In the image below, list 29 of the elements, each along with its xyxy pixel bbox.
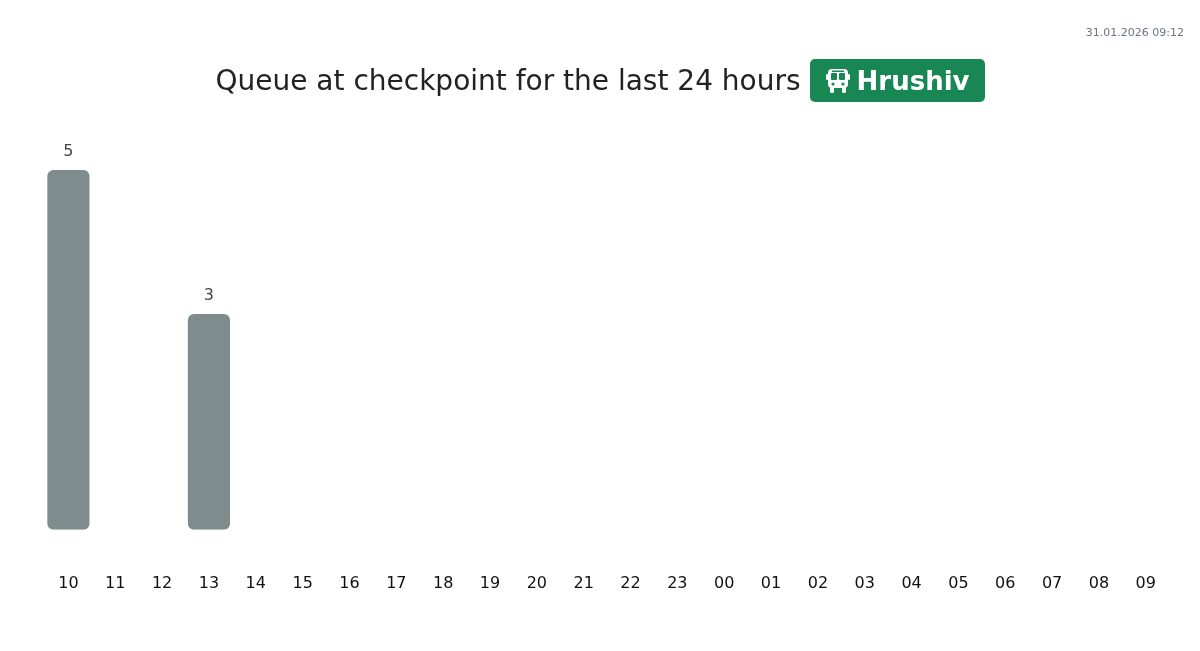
x-tick-label: 10 — [58, 572, 79, 592]
x-tick-label: 00 — [714, 572, 735, 592]
text: 31.01.2026 09:12 — [1085, 26, 1184, 39]
x-tick-label: 16 — [339, 572, 360, 592]
x-tick-label: 19 — [479, 572, 501, 592]
data-label: 5 — [63, 141, 74, 161]
chart-subtitle: Hrushiv — [856, 65, 970, 96]
x-tick-label: 08 — [1088, 572, 1110, 592]
x-tick-label: 11 — [105, 572, 126, 592]
x-tick-label: 13 — [198, 572, 220, 592]
x-tick-label: 23 — [667, 572, 688, 592]
x-tick-label: 06 — [995, 572, 1016, 592]
x-tick-label: 07 — [1041, 572, 1063, 592]
x-tick-label: 04 — [901, 572, 922, 592]
x-tick-label: 18 — [432, 572, 454, 592]
data-label: 3 — [203, 285, 215, 305]
x-tick-label: 09 — [1135, 572, 1156, 592]
x-tick-label: 12 — [151, 572, 173, 592]
x-tick-label: 05 — [948, 572, 969, 592]
x-tick-label: 15 — [292, 572, 313, 592]
x-tick-label: 01 — [760, 572, 782, 592]
x-tick-label: 14 — [245, 572, 266, 592]
x-tick-label: 22 — [620, 572, 641, 592]
chart-title: Queue at checkpoint for the last 24 hours — [215, 64, 801, 97]
x-tick-label: 21 — [573, 572, 594, 592]
x-tick-label: 17 — [386, 572, 407, 592]
x-tick-label: 02 — [807, 572, 829, 592]
x-tick-label: 03 — [854, 572, 875, 592]
x-tick-label: 20 — [526, 572, 548, 592]
